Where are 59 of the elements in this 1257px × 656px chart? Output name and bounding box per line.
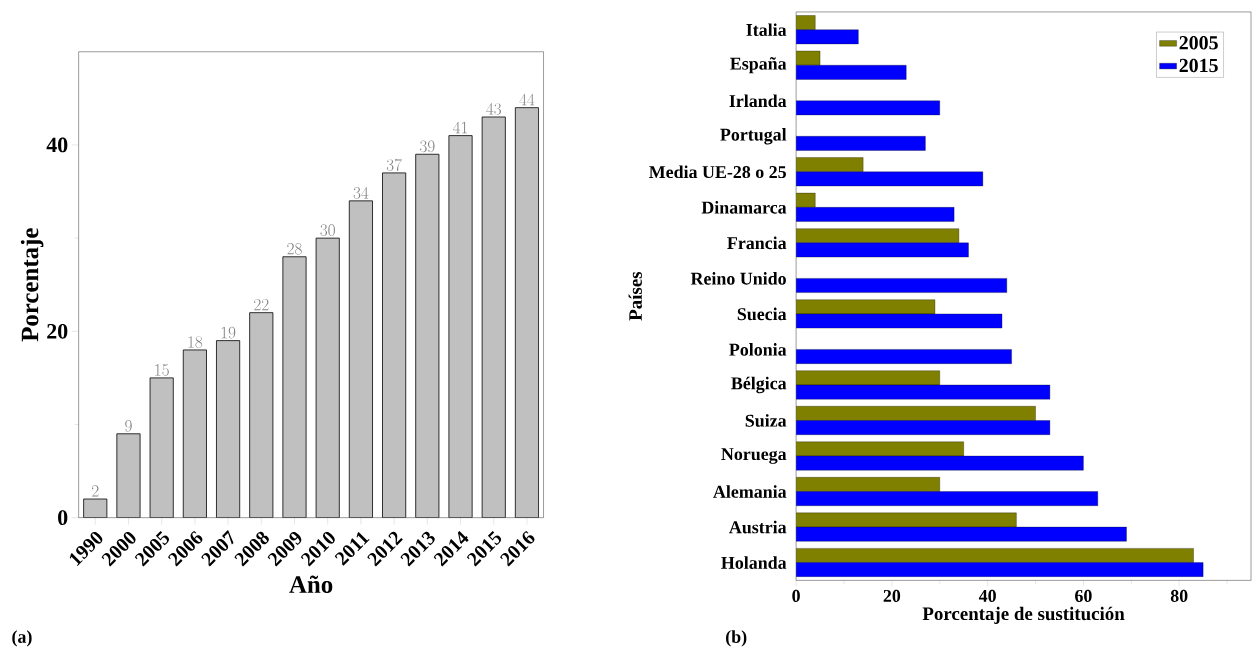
bar bbox=[448, 135, 473, 518]
y-tick-label: España bbox=[730, 57, 787, 74]
y-tick-label: Noruega bbox=[721, 448, 787, 464]
x-axis-title: Porcentaje de sustitución bbox=[922, 606, 1125, 624]
data-label: 9 bbox=[125, 420, 132, 432]
y-tick-label: 0 bbox=[58, 510, 68, 526]
bar bbox=[216, 340, 240, 518]
x-tick-label: 20 bbox=[883, 589, 901, 602]
y-tick-label: Media UE-28 o 25 bbox=[649, 165, 786, 179]
data-label: 22 bbox=[254, 298, 269, 311]
bar bbox=[249, 312, 273, 518]
y-tick-label: Austria bbox=[729, 520, 787, 534]
text: (a) bbox=[12, 630, 32, 647]
data-label: 2 bbox=[92, 485, 99, 497]
y-axis-title: Países bbox=[628, 271, 642, 321]
legend-label: 2015 bbox=[1179, 58, 1218, 73]
y-tick-label: 20 bbox=[47, 323, 68, 339]
y-tick-label: Holanda bbox=[721, 556, 787, 569]
data-label: 44 bbox=[519, 93, 535, 106]
data-label: 37 bbox=[386, 158, 402, 171]
bar bbox=[382, 172, 406, 518]
data-label: 15 bbox=[155, 364, 169, 376]
bar bbox=[514, 107, 539, 518]
x-axis-title: Año bbox=[289, 575, 333, 594]
y-tick-label: Irlanda bbox=[729, 94, 787, 108]
data-label: 18 bbox=[188, 336, 203, 348]
data-label: 30 bbox=[320, 224, 335, 237]
bar bbox=[349, 200, 373, 518]
y-tick-label: Suiza bbox=[745, 414, 787, 427]
data-label: 39 bbox=[419, 140, 435, 153]
bar bbox=[150, 377, 174, 518]
data-label: 19 bbox=[221, 326, 236, 339]
y-tick-label: Bélgica bbox=[731, 376, 787, 394]
bar bbox=[482, 116, 506, 518]
y-axis-title: Porcentaje bbox=[20, 228, 44, 342]
data-label: 34 bbox=[353, 186, 369, 199]
y-tick-label: Italia bbox=[746, 23, 787, 36]
x-tick-label: 0 bbox=[792, 589, 800, 602]
bar bbox=[316, 238, 340, 518]
bar bbox=[415, 154, 439, 518]
y-tick-label: Polonia bbox=[729, 343, 787, 356]
x-tick-label: 80 bbox=[1170, 589, 1188, 602]
bar bbox=[116, 433, 141, 518]
y-tick-label: Reino Unido bbox=[690, 272, 786, 285]
text: (b) bbox=[726, 630, 747, 647]
data-label: 43 bbox=[486, 103, 502, 115]
data-label: 28 bbox=[287, 243, 302, 255]
bar bbox=[282, 256, 307, 518]
data-label: 41 bbox=[452, 121, 468, 134]
y-tick-label: Alemania bbox=[713, 485, 787, 498]
x-tick-label: 60 bbox=[1075, 589, 1092, 602]
legend-label: 2005 bbox=[1179, 36, 1218, 50]
y-tick-label: Suecia bbox=[737, 307, 787, 321]
y-tick-label: Francia bbox=[727, 236, 787, 250]
x-tick-label: 40 bbox=[978, 589, 996, 602]
y-tick-label: 40 bbox=[46, 137, 68, 153]
bar bbox=[183, 349, 207, 518]
y-tick-label: Portugal bbox=[720, 128, 787, 145]
y-tick-label: Dinamarca bbox=[701, 201, 787, 214]
